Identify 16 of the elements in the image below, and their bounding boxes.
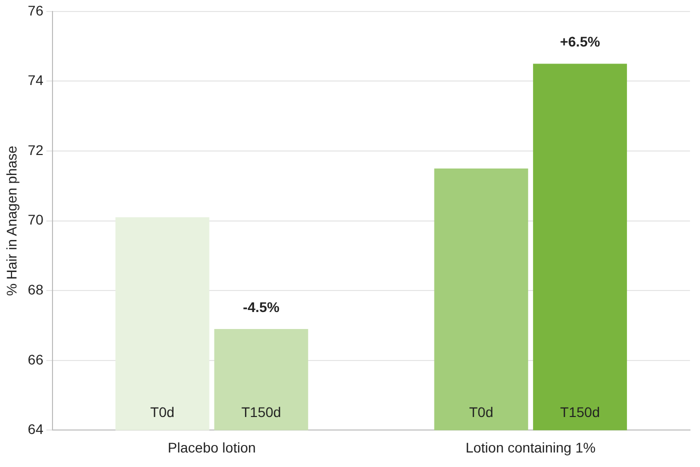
- y-tick-label: 68: [28, 281, 44, 298]
- y-tick-label: 74: [28, 72, 44, 88]
- x-tick-label: Placebo lotion: [168, 439, 256, 456]
- y-axis-title: % Hair in Anagen phase: [3, 145, 20, 296]
- x-tick-label: Lotion containing 1%: [466, 439, 596, 456]
- series-label: T150d: [560, 404, 600, 420]
- annotation: +6.5%: [560, 34, 601, 50]
- annotation: -4.5%: [242, 298, 280, 315]
- series-label: T0d: [469, 404, 494, 420]
- y-tick-label: 72: [28, 142, 44, 158]
- text: T150d: [241, 404, 282, 420]
- y-tick-label: 64: [28, 421, 44, 438]
- y-tick-label: 76: [28, 2, 44, 18]
- y-tick-label: 66: [28, 351, 44, 368]
- y-tick-label: 70: [28, 212, 44, 228]
- text: T0d: [150, 404, 174, 420]
